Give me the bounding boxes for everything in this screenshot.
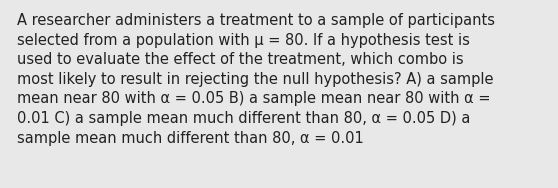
- Text: A researcher administers a treatment to a sample of participants
selected from a: A researcher administers a treatment to …: [17, 13, 495, 146]
